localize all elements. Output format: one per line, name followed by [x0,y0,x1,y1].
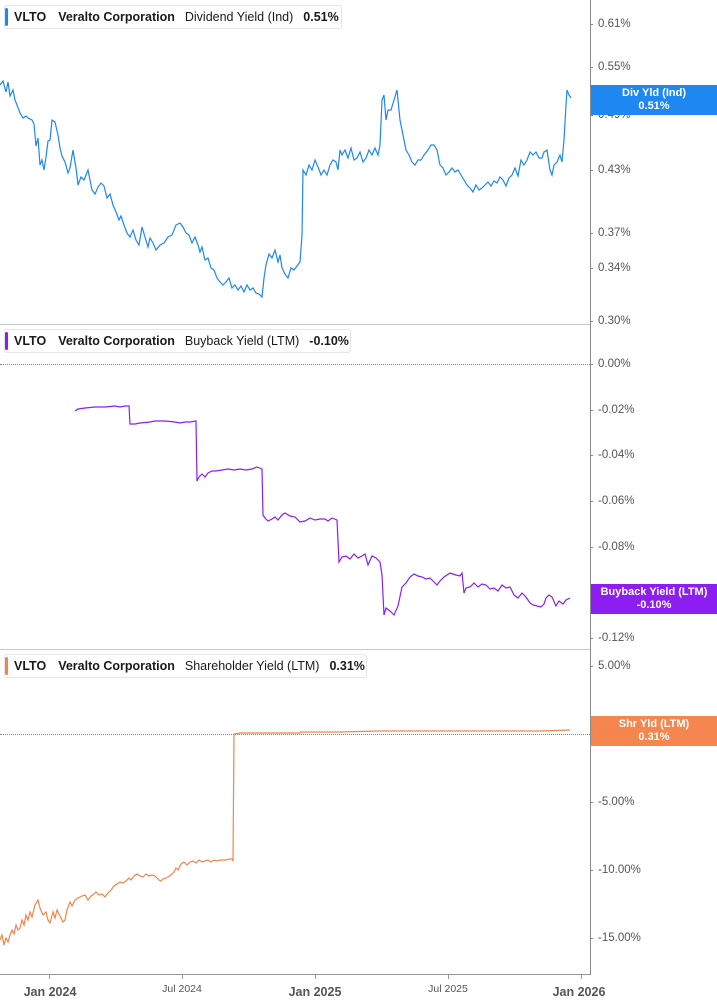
zero-reference-line [0,364,590,365]
y-tick-label: 0.55% [590,61,631,73]
x-tick [581,974,582,979]
shareholder-legend[interactable]: VLTO Veralto Corporation Shareholder Yie… [4,654,367,678]
shareholder-value-tag: Shr Yld (LTM) 0.31% [591,716,717,746]
legend-metric: Buyback Yield (LTM) [184,334,300,348]
y-tick-label: -15.00% [590,932,641,944]
x-tick [448,974,449,979]
tag-value: 0.51% [638,100,670,112]
y-tick-label: 0.34% [590,262,631,274]
legend-ticker: VLTO [14,10,47,24]
legend-metric: Dividend Yield (Ind) [184,10,294,24]
legend-metric: Shareholder Yield (LTM) [184,659,320,673]
dividend-yield-panel: VLTO Veralto Corporation Dividend Yield … [0,0,717,327]
y-tick-label: -0.06% [589,495,635,507]
tag-value: 0.31% [638,731,670,743]
y-tick-label: -0.08% [589,541,635,553]
dividend-legend[interactable]: VLTO Veralto Corporation Dividend Yield … [4,5,342,29]
y-tick-label: -0.04% [589,449,635,461]
dividend-value-tag: Div Yld (Ind) 0.51% [591,85,717,115]
legend-value: -0.10% [309,334,349,348]
dividend-yield-line [0,79,572,299]
tag-label: Shr Yld (LTM) [618,718,690,730]
y-tick-label: 0.30% [590,315,631,327]
x-label-jan-2025: Jan 2025 [288,985,342,999]
dividend-legend-swatch [5,8,8,26]
legend-value: 0.51% [303,10,339,24]
buyback-yield-panel: VLTO Veralto Corporation Buyback Yield (… [0,325,717,650]
x-tick [182,974,183,979]
y-tick-label: -0.02% [589,404,635,416]
y-tick-label: -0.12% [589,632,635,644]
legend-company: Veralto Corporation [58,659,175,673]
shareholder-legend-swatch [5,657,8,675]
dividend-y-axis [590,0,591,325]
x-tick [49,974,50,979]
tag-label: Div Yld (Ind) [622,87,686,99]
y-tick-label: 0.00% [590,358,631,370]
x-label-jul-2024: Jul 2024 [162,983,202,995]
x-tick [315,974,316,979]
legend-ticker: VLTO [14,334,47,348]
buyback-legend[interactable]: VLTO Veralto Corporation Buyback Yield (… [4,329,351,353]
tag-value: -0.10% [636,599,672,611]
y-tick-label: 0.61% [590,18,631,30]
x-label-jul-2025: Jul 2025 [428,983,468,995]
x-label-jan-2026: Jan 2026 [552,985,606,999]
panel-divider [0,649,590,650]
y-tick-label: 0.37% [590,227,631,239]
shareholder-y-axis [590,650,591,975]
buyback-legend-swatch [5,332,8,350]
tag-label: Buyback Yield (LTM) [600,586,708,598]
shareholder-yield-panel: VLTO Veralto Corporation Shareholder Yie… [0,650,717,975]
x-axis [0,974,590,975]
panel-divider [0,324,590,325]
legend-ticker: VLTO [14,659,47,673]
x-label-jan-2024: Jan 2024 [23,985,77,999]
y-tick-label: -5.00% [589,796,635,808]
legend-value: 0.31% [329,659,365,673]
buyback-yield-line [74,405,571,617]
y-tick-label: 5.00% [590,660,631,672]
shareholder-yield-line [0,729,571,946]
y-tick-label: 0.43% [590,164,631,176]
buyback-y-axis [590,325,591,650]
y-tick-label: -10.00% [590,864,641,876]
legend-company: Veralto Corporation [58,334,175,348]
buyback-value-tag: Buyback Yield (LTM) -0.10% [591,584,717,614]
legend-company: Veralto Corporation [58,10,175,24]
zero-reference-line [0,734,590,735]
